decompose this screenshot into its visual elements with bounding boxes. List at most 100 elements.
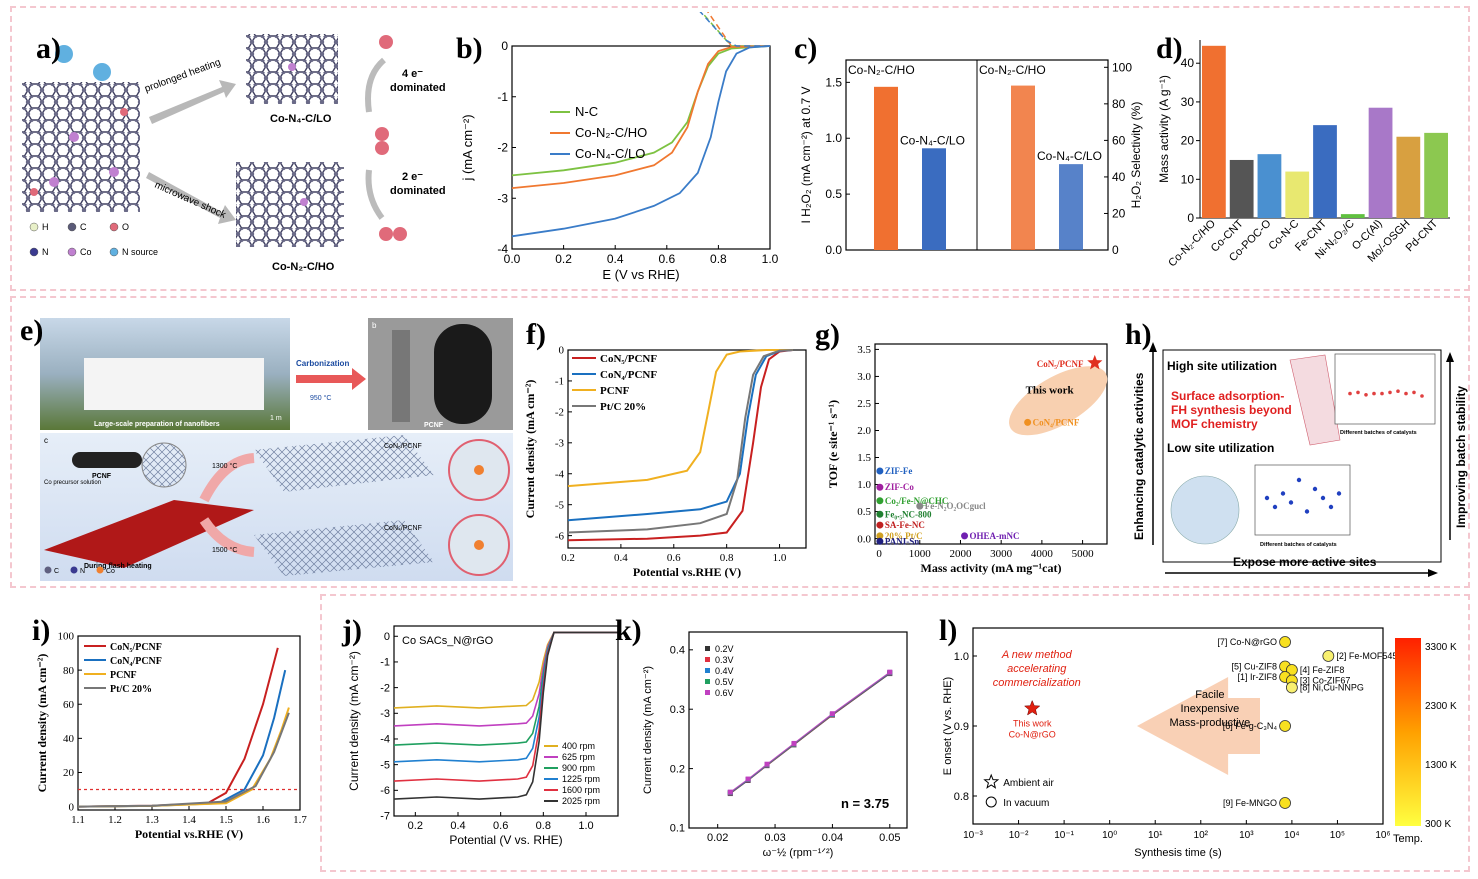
line-3 <box>567 349 793 534</box>
legend-label: Pt/C 20% <box>600 401 646 413</box>
y-tick-label: 0 <box>501 39 508 53</box>
mech-bottom: 2 e⁻ <box>402 171 423 183</box>
middle-row-frame <box>10 296 1470 588</box>
fit-line-4 <box>730 671 891 793</box>
bar <box>1424 132 1448 218</box>
legend-label: 625 rpm <box>562 752 595 762</box>
y-tick-label: -5 <box>380 759 390 771</box>
point <box>961 532 969 540</box>
legend-label: Pt/C 20% <box>110 684 152 695</box>
panel-i: i) 1.1 1.2 1.3 1.4 1.5 1.6 1.7 0 20 40 60 80 100 Pote… <box>14 598 320 874</box>
h-x-arrowhead <box>1428 569 1438 577</box>
y-tick-label-right: 0 <box>1112 243 1119 257</box>
arrow-prolonged-heating <box>149 80 236 124</box>
x-axis-label: Potential (V vs. RHE) <box>449 833 562 847</box>
legend-swatch <box>109 222 119 232</box>
graphene-sheet-bottom <box>236 162 344 247</box>
chart-k: 0.02 0.03 0.04 0.05 0.1 0.2 0.3 0.4 ω⁻½ (rpm⁻¹ᐟ²… <box>642 631 908 859</box>
prod-bottom-label: CoN₄/PCNF <box>384 525 422 532</box>
scale-bar-label: 1 m <box>270 415 282 422</box>
bottom-row-frame <box>320 594 1470 872</box>
arrow-microwave-shock <box>146 172 236 224</box>
h-center-line2: FH synthesis beyond <box>1171 403 1292 417</box>
chart-g: 0 1000 2000 3000 4000 5000 0.0 0.5 1.0 1.5 2.0 2.5 3… <box>826 343 1108 575</box>
colorbar-tick: 300 K <box>1425 819 1451 830</box>
y-axis-label: E onset (V vs. RHE) <box>942 677 954 775</box>
y-axis-label: Current density (mA cm⁻²) <box>35 654 49 793</box>
x-tick-label: 10⁻³ <box>963 830 983 841</box>
line-3 <box>77 712 290 808</box>
y-tick-label: 1.5 <box>857 452 871 464</box>
legend-label: 900 rpm <box>562 763 595 773</box>
chart-title: Co SACs_N@rGO <box>402 635 494 647</box>
y-tick-label: 80 <box>63 665 75 677</box>
y-axis-label: I H₂O₂ (mA cm⁻²) at 0.7 V <box>799 86 813 223</box>
panel-e: e) Large-scale preparation of nanofibers… <box>14 300 519 585</box>
legend-label: C <box>80 222 87 232</box>
x-tick-label: 1.0 <box>578 820 593 832</box>
h-center-line1: Surface adsorption- <box>1171 389 1284 403</box>
point-label: Co₂/Fe-N@CHC <box>885 496 949 506</box>
panel-h-schematic: Enhancing catalytic activities Improving… <box>1132 342 1468 577</box>
arrow-text: Facile <box>1195 689 1224 701</box>
panel-g: g) 0 1000 2000 3000 4000 5000 0.0 0.5 1.0 1.5 2.0 2… <box>815 300 1125 585</box>
legend-swatch <box>67 247 77 257</box>
point <box>1279 797 1291 809</box>
panel-d: d) 0 10 20 30 40 Mass activity (A g⁻¹) Co-N₂-C… <box>1140 12 1470 287</box>
legend-label: 2025 rpm <box>562 796 600 806</box>
point-label: 20% Pt/C <box>885 531 923 541</box>
y-tick-label: -1 <box>555 376 564 388</box>
h-right-arrowhead <box>1446 352 1454 362</box>
y-tick-label: -3 <box>497 191 508 205</box>
highlight-title: accelerating <box>1007 663 1067 675</box>
legend-swatch <box>109 247 119 257</box>
inset-low <box>1254 464 1351 536</box>
panel-e-schematic: Large-scale preparation of nanofibers 1 … <box>40 318 513 581</box>
legend-label: 1225 rpm <box>562 774 600 784</box>
point-label: [8] Ni,Cu-NNPG <box>1300 683 1364 693</box>
dashed-line-2 <box>688 0 770 47</box>
panel-c: c) 0.0 0.5 1.0 1.5 0 20 40 60 80 100 I H₂O₂ (mA cm… <box>790 12 1150 287</box>
arrow-top-label: prolonged heating <box>143 57 222 95</box>
point <box>916 502 924 510</box>
y-axis-label: Mass activity (A g⁻¹) <box>1157 75 1171 183</box>
caption-co-n2: Co-N₂-C/HO <box>272 261 335 273</box>
x-tick-label: 0.6 <box>667 552 681 564</box>
y-tick-label: -6 <box>555 530 565 542</box>
x-tick-label: 1.7 <box>293 814 307 826</box>
mech-bottom-2: dominated <box>390 185 446 197</box>
y-axis-label-right: H₂O₂ Selectivity (%) <box>1129 102 1143 209</box>
inset-point <box>1272 504 1278 510</box>
panel-f: f) 0.2 0.4 0.6 0.8 1.0 -6 -5 -4 -3 -2 -1 0 Potential… <box>520 300 820 585</box>
co-atom-center <box>474 540 484 550</box>
bar <box>1229 159 1254 218</box>
y-tick-label: -1 <box>497 90 508 104</box>
co-atom <box>49 177 59 187</box>
inset-point <box>1320 495 1326 501</box>
inset-point <box>1404 391 1408 396</box>
point-label: [5] Cu-ZIF8 <box>1232 662 1278 672</box>
y-tick-label: 1.5 <box>825 75 842 89</box>
plot-frame <box>393 625 619 817</box>
panel-label-l: l) <box>939 614 958 647</box>
x-tick-label: 0.2 <box>561 552 575 564</box>
inset-point <box>1296 477 1302 483</box>
x-tick-label: 0.2 <box>408 820 423 832</box>
panel-label-i: i) <box>32 614 51 647</box>
legend-label: O <box>122 222 129 232</box>
x-tick-label: 1.1 <box>71 814 85 826</box>
legend-label: N <box>42 247 49 257</box>
legend-label: In vacuum <box>1003 798 1049 809</box>
sheet-con4 <box>254 520 434 576</box>
point-label: CoN₅/PCNF <box>1037 359 1084 369</box>
y-tick-label: 0.8 <box>954 791 969 803</box>
inset-point <box>1312 486 1318 492</box>
panel-label-b: b) <box>456 32 483 65</box>
y-tick-label: -4 <box>497 242 508 256</box>
inset-point <box>1364 393 1368 397</box>
co-atom <box>109 167 119 177</box>
panel-l: l) 10⁻³ 10⁻² 10⁻¹ 10⁰ 10¹ 10² 10³ 10⁴ 10⁵ 10⁶ 0.8 0… <box>935 598 1470 874</box>
point <box>876 497 884 505</box>
chart-f: 0.2 0.4 0.6 0.8 1.0 -6 -5 -4 -3 -2 -1 0 Potential vs… <box>523 345 807 579</box>
